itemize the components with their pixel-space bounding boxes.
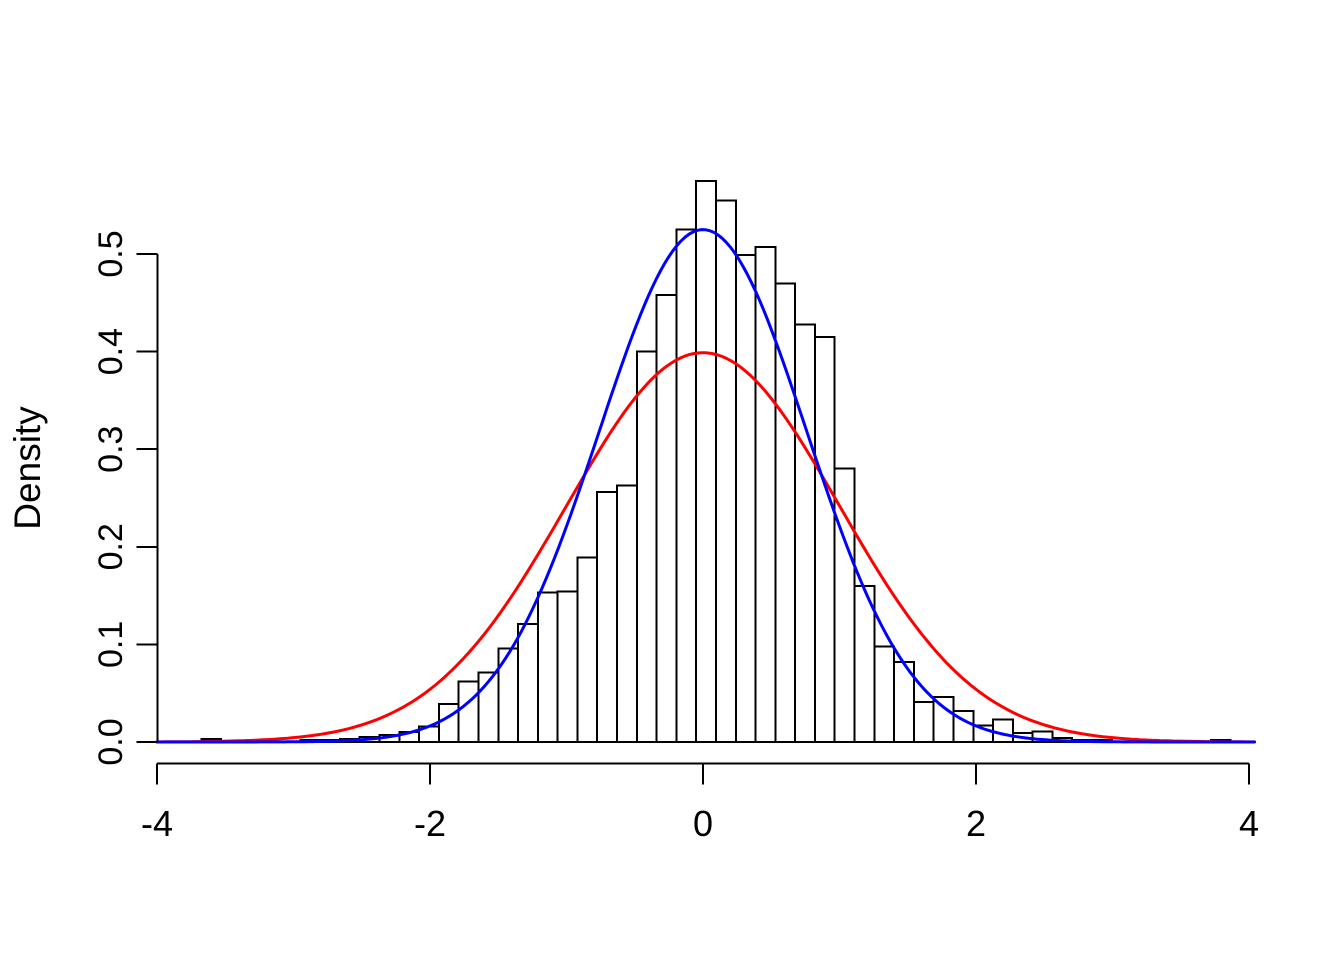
histogram-bar: [932, 696, 955, 743]
histogram-bar: [992, 718, 1014, 743]
y-tick-label: 0.2: [92, 523, 130, 570]
histogram-bar: [576, 556, 599, 743]
histogram-bar: [813, 336, 836, 743]
histogram-bar: [715, 199, 737, 744]
x-tick-label: -4: [141, 803, 173, 844]
x-tick-label: 0: [693, 803, 713, 844]
x-tick-label: -2: [414, 803, 446, 844]
y-tick-label: 0.4: [92, 328, 130, 375]
histogram-bar: [616, 484, 638, 743]
y-tick-label: 0.1: [92, 621, 130, 668]
histogram-bar: [675, 228, 698, 744]
x-tick-label: 4: [1239, 803, 1259, 844]
y-tick-label: 0.3: [92, 426, 130, 473]
histogram-bar: [437, 702, 460, 744]
histogram-bar: [754, 246, 777, 743]
histogram-bar: [794, 323, 816, 743]
histogram-bar: [912, 701, 935, 743]
x-tick-label: 2: [966, 803, 986, 844]
histogram-bar: [556, 590, 579, 744]
histogram-bar: [517, 622, 539, 744]
histogram-bar: [873, 645, 896, 744]
histogram-bar: [536, 591, 559, 744]
histogram-bar: [695, 179, 718, 744]
y-tick-label: 0.5: [92, 230, 130, 277]
histogram-bar: [734, 254, 757, 743]
y-tick-label: 0.0: [92, 718, 130, 765]
histogram-bar: [635, 350, 658, 743]
histogram-bar: [853, 584, 876, 743]
histogram-bar: [596, 491, 619, 743]
histogram-bar: [833, 467, 856, 743]
y-axis-title: Density: [7, 406, 48, 530]
histogram-bar: [457, 680, 480, 743]
standard-normal-curve: [155, 351, 1256, 744]
fitted-normal-curve: [155, 228, 1256, 744]
